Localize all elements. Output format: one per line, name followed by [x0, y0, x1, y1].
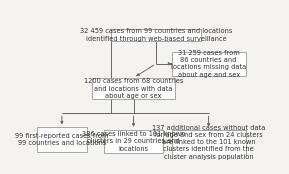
- FancyBboxPatch shape: [111, 29, 201, 41]
- FancyBboxPatch shape: [92, 78, 175, 99]
- FancyBboxPatch shape: [172, 130, 246, 155]
- Text: 137 additional cases without data
for age and sex from 24 clusters
are linked to: 137 additional cases without data for ag…: [152, 125, 265, 160]
- Text: 32 459 cases from 99 countries and locations
identified through web-based survei: 32 459 cases from 99 countries and locat…: [80, 28, 232, 42]
- Text: ...: ...: [164, 139, 171, 144]
- Text: 386 cases linked to 101 known
clusters in 29 countries and
locations: 386 cases linked to 101 known clusters i…: [82, 131, 185, 152]
- Text: 31 259 cases from
86 countries and
locations missing data
about age and sex: 31 259 cases from 86 countries and locat…: [171, 50, 246, 78]
- FancyBboxPatch shape: [172, 52, 246, 76]
- Text: 1200 cases from 68 countries
and locations with data
about age or sex: 1200 cases from 68 countries and locatio…: [84, 78, 183, 99]
- FancyBboxPatch shape: [37, 127, 86, 152]
- Text: 99 first-reported cases from
99 countries and locations: 99 first-reported cases from 99 countrie…: [15, 133, 109, 146]
- FancyBboxPatch shape: [104, 130, 163, 153]
